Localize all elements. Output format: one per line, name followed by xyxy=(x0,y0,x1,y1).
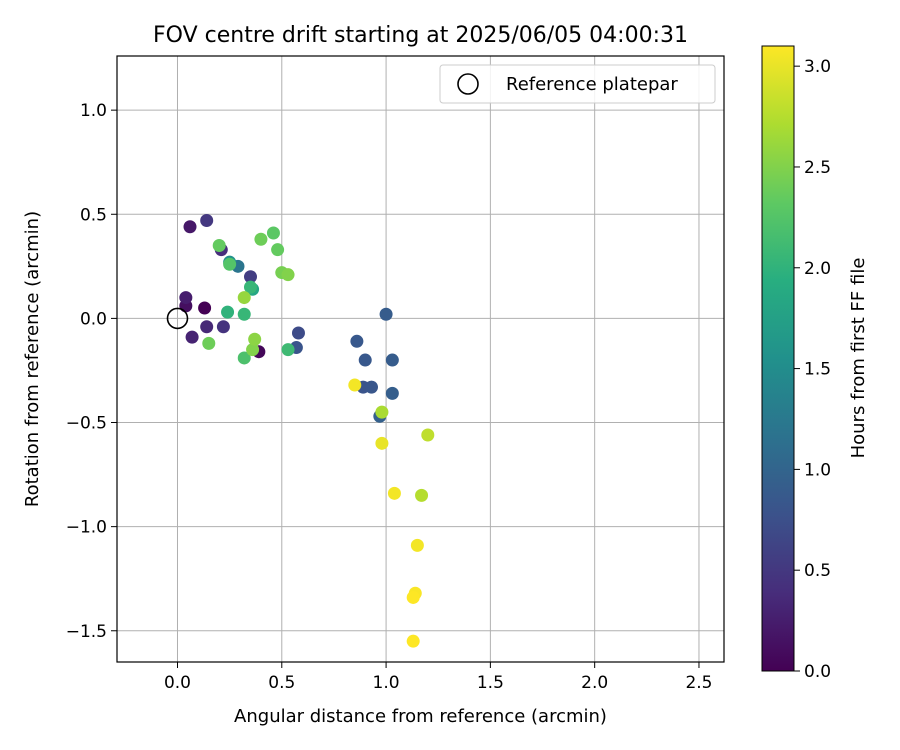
data-point xyxy=(221,305,235,319)
y-tick-label: −1.0 xyxy=(66,518,107,538)
data-point xyxy=(379,307,393,321)
colorbar-tick-label: 1.0 xyxy=(804,460,831,480)
data-point xyxy=(350,334,364,348)
legend-label: Reference platepar xyxy=(506,74,678,95)
data-point xyxy=(185,330,199,344)
data-point xyxy=(223,257,237,271)
data-point xyxy=(246,343,260,357)
plot-frame xyxy=(116,55,725,663)
grid-lines xyxy=(117,56,724,662)
data-point xyxy=(266,226,280,240)
data-point xyxy=(406,590,420,604)
data-point xyxy=(421,428,435,442)
chart-title: FOV centre drift starting at 2025/06/05 … xyxy=(153,23,688,48)
data-point xyxy=(216,320,230,334)
data-point xyxy=(291,326,305,340)
colorbar-label: Hours from first FF file xyxy=(848,258,869,459)
x-tick-label: 1.0 xyxy=(373,673,400,693)
scatter-points xyxy=(179,214,435,648)
colorbar-tick-label: 2.0 xyxy=(804,259,831,279)
data-point xyxy=(243,270,257,284)
data-point xyxy=(348,378,362,392)
data-point xyxy=(200,320,214,334)
data-point xyxy=(387,486,401,500)
data-point xyxy=(183,220,197,234)
y-tick-label: −1.5 xyxy=(66,622,107,642)
y-tick-label: 0.5 xyxy=(80,205,107,225)
data-point xyxy=(281,343,295,357)
legend-box xyxy=(439,64,716,104)
data-point xyxy=(202,336,216,350)
reference-platepar-marker xyxy=(166,307,189,330)
colorbar-tick-label: 0.0 xyxy=(804,662,831,682)
data-point xyxy=(248,332,262,346)
data-point xyxy=(410,538,424,552)
data-point xyxy=(281,268,295,282)
colorbar-ticks: 0.0 0.5 1.0 1.5 2.0 2.5 3.0 xyxy=(794,57,831,682)
data-point xyxy=(198,301,212,315)
x-axis-label: Angular distance from reference (arcmin) xyxy=(234,706,607,727)
y-tick-label: −0.5 xyxy=(66,414,107,434)
x-tick-label: 0.5 xyxy=(268,673,295,693)
data-point xyxy=(200,214,214,228)
y-axis-ticks: 1.0 0.5 0.0 −0.5 −1.0 −1.5 xyxy=(66,101,117,642)
data-point xyxy=(243,280,257,294)
x-tick-label: 1.5 xyxy=(477,673,504,693)
colorbar-tick-label: 1.5 xyxy=(804,360,831,380)
data-point xyxy=(179,291,193,305)
x-axis-ticks: 0.0 0.5 1.0 1.5 2.0 2.5 xyxy=(164,662,712,693)
data-point xyxy=(237,351,251,365)
y-tick-label: 1.0 xyxy=(80,101,107,121)
data-point xyxy=(364,380,378,394)
data-point xyxy=(375,436,389,450)
data-point xyxy=(375,405,389,419)
legend-marker xyxy=(457,73,479,95)
data-point xyxy=(385,386,399,400)
data-point xyxy=(237,291,251,305)
data-point xyxy=(358,353,372,367)
colorbar-tick-label: 2.5 xyxy=(804,158,831,178)
colorbar-tick-label: 3.0 xyxy=(804,57,831,77)
data-point xyxy=(271,243,285,257)
data-point xyxy=(237,307,251,321)
data-point xyxy=(212,239,226,253)
x-tick-label: 2.0 xyxy=(581,673,608,693)
y-axis-label: Rotation from reference (arcmin) xyxy=(22,211,43,507)
x-tick-label: 2.5 xyxy=(685,673,712,693)
data-point xyxy=(406,634,420,648)
data-point xyxy=(415,488,429,502)
colorbar-tick-label: 0.5 xyxy=(804,561,831,581)
x-tick-label: 0.0 xyxy=(164,673,191,693)
data-point xyxy=(385,353,399,367)
colorbar-gradient xyxy=(761,45,795,672)
legend: Reference platepar xyxy=(439,64,716,104)
y-tick-label: 0.0 xyxy=(80,309,107,329)
data-point xyxy=(254,232,268,246)
